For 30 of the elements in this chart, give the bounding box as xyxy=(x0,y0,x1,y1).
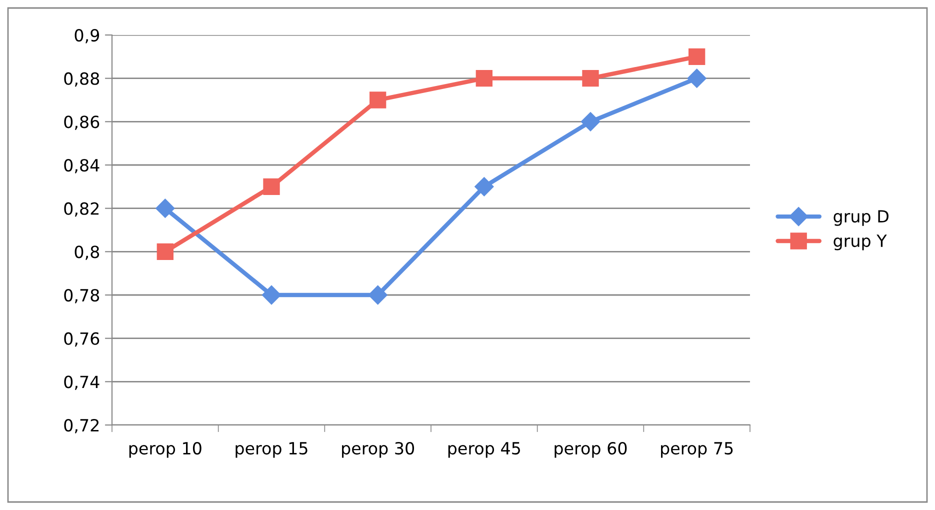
y-tick-label: 0,78 xyxy=(64,288,100,304)
point xyxy=(262,285,282,305)
y-tick-label: 0,82 xyxy=(64,202,99,217)
legend-label: grup D xyxy=(834,210,888,226)
point xyxy=(156,243,174,260)
y-tick-label: 0,86 xyxy=(64,116,100,130)
y-tick-label: 0,74 xyxy=(64,376,100,390)
point xyxy=(582,70,599,87)
y-tick-label: 0,88 xyxy=(64,72,100,87)
point xyxy=(580,112,600,132)
y-tick-label: 0,9 xyxy=(74,28,100,44)
point xyxy=(476,70,492,87)
point xyxy=(263,178,280,195)
x-tick-label: perop 45 xyxy=(448,442,520,458)
x-tick-label: perop 15 xyxy=(236,442,308,458)
point xyxy=(687,68,706,88)
y-tick-label: 0,8 xyxy=(74,246,100,260)
point xyxy=(370,92,386,108)
x-tick-label: perop 10 xyxy=(129,442,202,458)
point xyxy=(474,177,494,196)
x-tick-label: perop 60 xyxy=(554,442,627,458)
y-tick-label: 0,72 xyxy=(64,418,99,434)
y-tick-label: 0,76 xyxy=(64,332,100,347)
x-tick-label: perop 75 xyxy=(661,442,733,458)
point xyxy=(156,198,175,218)
x-tick-label: perop 30 xyxy=(342,442,414,458)
point xyxy=(688,48,706,65)
legend-label: grup Y xyxy=(834,234,887,250)
y-tick-label: 0,84 xyxy=(64,158,100,174)
point xyxy=(368,285,388,305)
